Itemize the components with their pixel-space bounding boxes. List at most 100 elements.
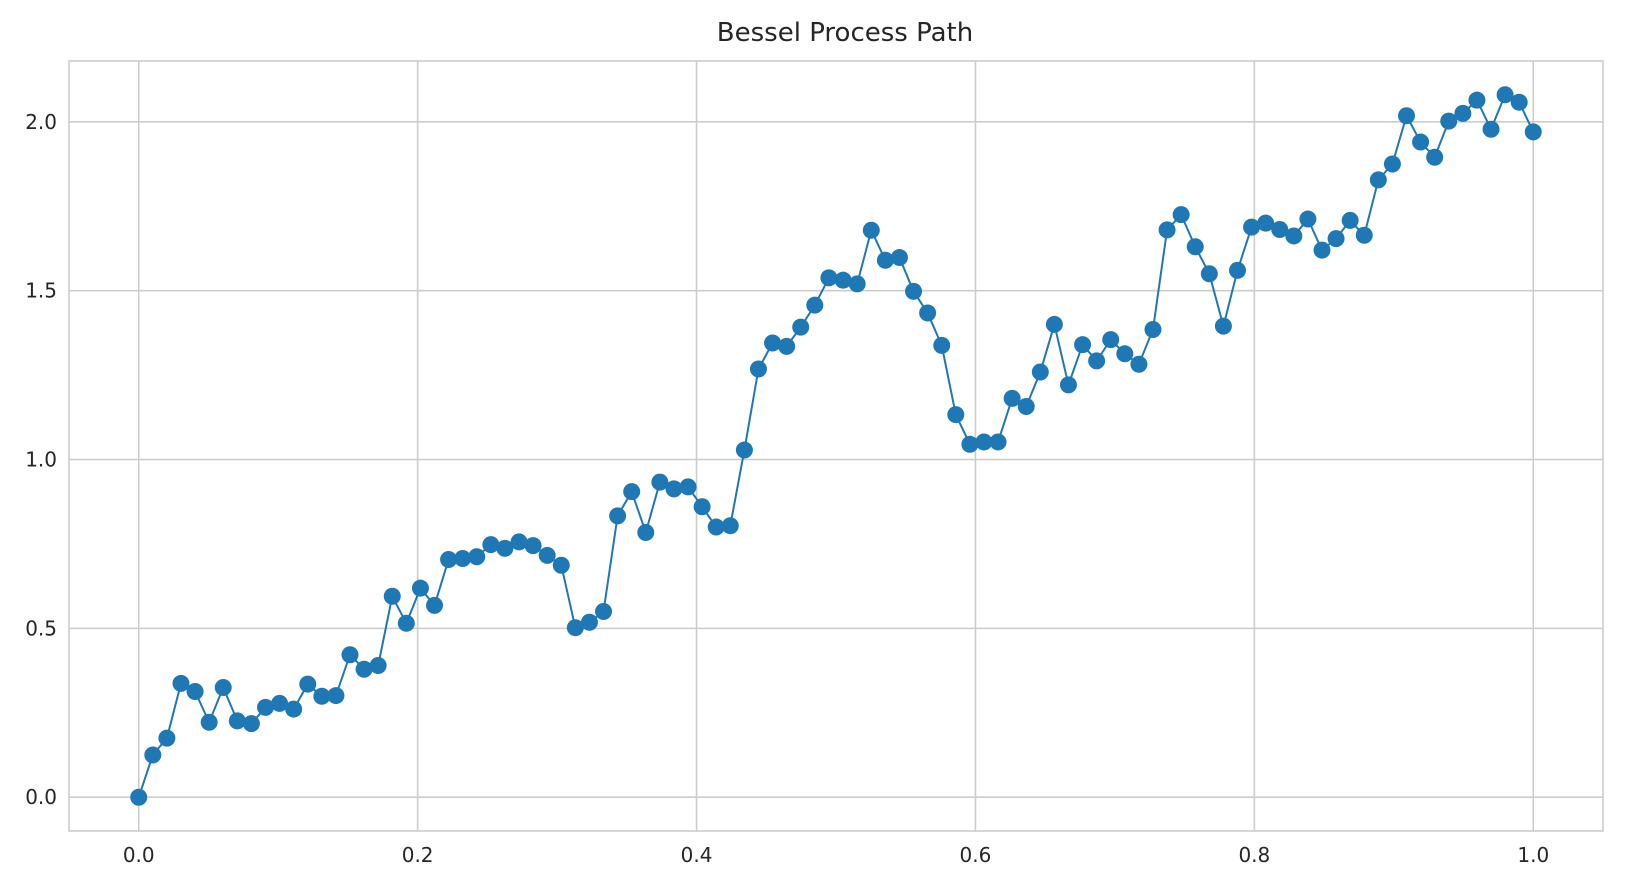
data-point xyxy=(595,602,613,620)
data-point xyxy=(764,334,782,352)
data-point xyxy=(468,548,486,566)
data-point xyxy=(1510,93,1528,111)
data-point xyxy=(566,619,584,637)
data-point xyxy=(623,483,641,501)
data-point xyxy=(778,337,796,355)
data-point xyxy=(693,498,711,516)
data-point xyxy=(256,698,274,716)
data-point xyxy=(820,269,838,287)
y-tick-label: 2.0 xyxy=(25,110,57,134)
data-point xyxy=(1200,265,1218,283)
data-point xyxy=(876,251,894,269)
y-axis-ticks: 0.0 0.5 1.0 1.5 2.0 xyxy=(25,110,57,809)
data-point xyxy=(1454,104,1472,122)
data-point xyxy=(1186,238,1204,256)
data-point xyxy=(242,715,260,733)
data-point xyxy=(1468,91,1486,109)
data-point xyxy=(1059,376,1077,394)
data-point xyxy=(383,587,401,605)
data-point xyxy=(214,678,232,696)
data-point xyxy=(806,296,824,314)
data-point xyxy=(933,336,951,354)
data-point xyxy=(1398,107,1416,125)
data-point xyxy=(721,517,739,535)
data-point xyxy=(1130,355,1148,373)
x-tick-label: 1.0 xyxy=(1517,843,1549,867)
data-point xyxy=(1116,345,1134,363)
data-point xyxy=(426,596,444,614)
data-point xyxy=(637,523,655,541)
data-point xyxy=(961,435,979,453)
data-point xyxy=(1102,331,1120,349)
data-point xyxy=(890,249,908,267)
series-layer xyxy=(130,86,1542,806)
data-point xyxy=(679,478,697,496)
data-point xyxy=(538,546,556,564)
data-point xyxy=(411,579,429,597)
data-point xyxy=(440,550,458,568)
data-point xyxy=(1158,221,1176,239)
data-point xyxy=(707,518,725,536)
series-line xyxy=(137,93,1535,798)
y-tick-label: 0.5 xyxy=(25,616,57,640)
data-point xyxy=(299,675,317,693)
data-point xyxy=(848,275,866,293)
data-point xyxy=(905,282,923,300)
y-tick-label: 0.0 xyxy=(25,785,57,809)
data-point xyxy=(1257,214,1275,232)
data-point xyxy=(989,433,1007,451)
data-point xyxy=(271,694,289,712)
data-point xyxy=(1285,227,1303,245)
data-point xyxy=(1412,133,1430,151)
data-point xyxy=(749,360,767,378)
data-point xyxy=(341,646,359,664)
data-point xyxy=(313,687,331,705)
data-point xyxy=(1074,336,1092,354)
data-point xyxy=(1355,226,1373,244)
y-tick-label: 1.0 xyxy=(25,448,57,472)
x-tick-label: 0.6 xyxy=(960,843,992,867)
data-point xyxy=(665,480,683,498)
data-point xyxy=(1524,123,1542,141)
x-tick-label: 0.0 xyxy=(123,843,155,867)
data-point xyxy=(580,613,598,631)
data-point xyxy=(172,674,190,692)
data-point xyxy=(228,712,246,730)
data-point xyxy=(355,660,373,678)
data-point xyxy=(1383,155,1401,173)
data-point xyxy=(975,433,993,451)
plot-frame xyxy=(68,60,1604,832)
data-point xyxy=(1228,261,1246,279)
data-point xyxy=(1088,352,1106,370)
data-point xyxy=(1243,218,1261,236)
data-point xyxy=(1496,86,1514,104)
data-point xyxy=(1214,317,1232,335)
data-point xyxy=(1313,241,1331,259)
data-point xyxy=(1031,363,1049,381)
data-point xyxy=(1341,211,1359,229)
data-point xyxy=(919,304,937,322)
data-point xyxy=(144,746,162,764)
data-point xyxy=(1172,206,1190,224)
data-point xyxy=(834,271,852,289)
data-point xyxy=(651,473,669,491)
data-point xyxy=(1271,221,1289,239)
data-point xyxy=(327,687,345,705)
data-point xyxy=(397,614,415,632)
data-point xyxy=(1299,210,1317,228)
chart-title: Bessel Process Path xyxy=(717,18,973,48)
data-point xyxy=(186,683,204,701)
data-point xyxy=(792,318,810,336)
data-point xyxy=(552,556,570,574)
y-tick-label: 1.5 xyxy=(25,279,57,303)
data-point xyxy=(158,729,176,747)
data-point xyxy=(609,507,627,525)
x-axis-ticks: 0.0 0.2 0.4 0.6 0.8 1.0 xyxy=(123,843,1549,867)
data-point xyxy=(1426,148,1444,166)
data-point xyxy=(454,549,472,567)
data-point xyxy=(482,536,500,554)
data-point xyxy=(1482,120,1500,138)
data-point xyxy=(1327,230,1345,248)
data-point xyxy=(1045,315,1063,333)
